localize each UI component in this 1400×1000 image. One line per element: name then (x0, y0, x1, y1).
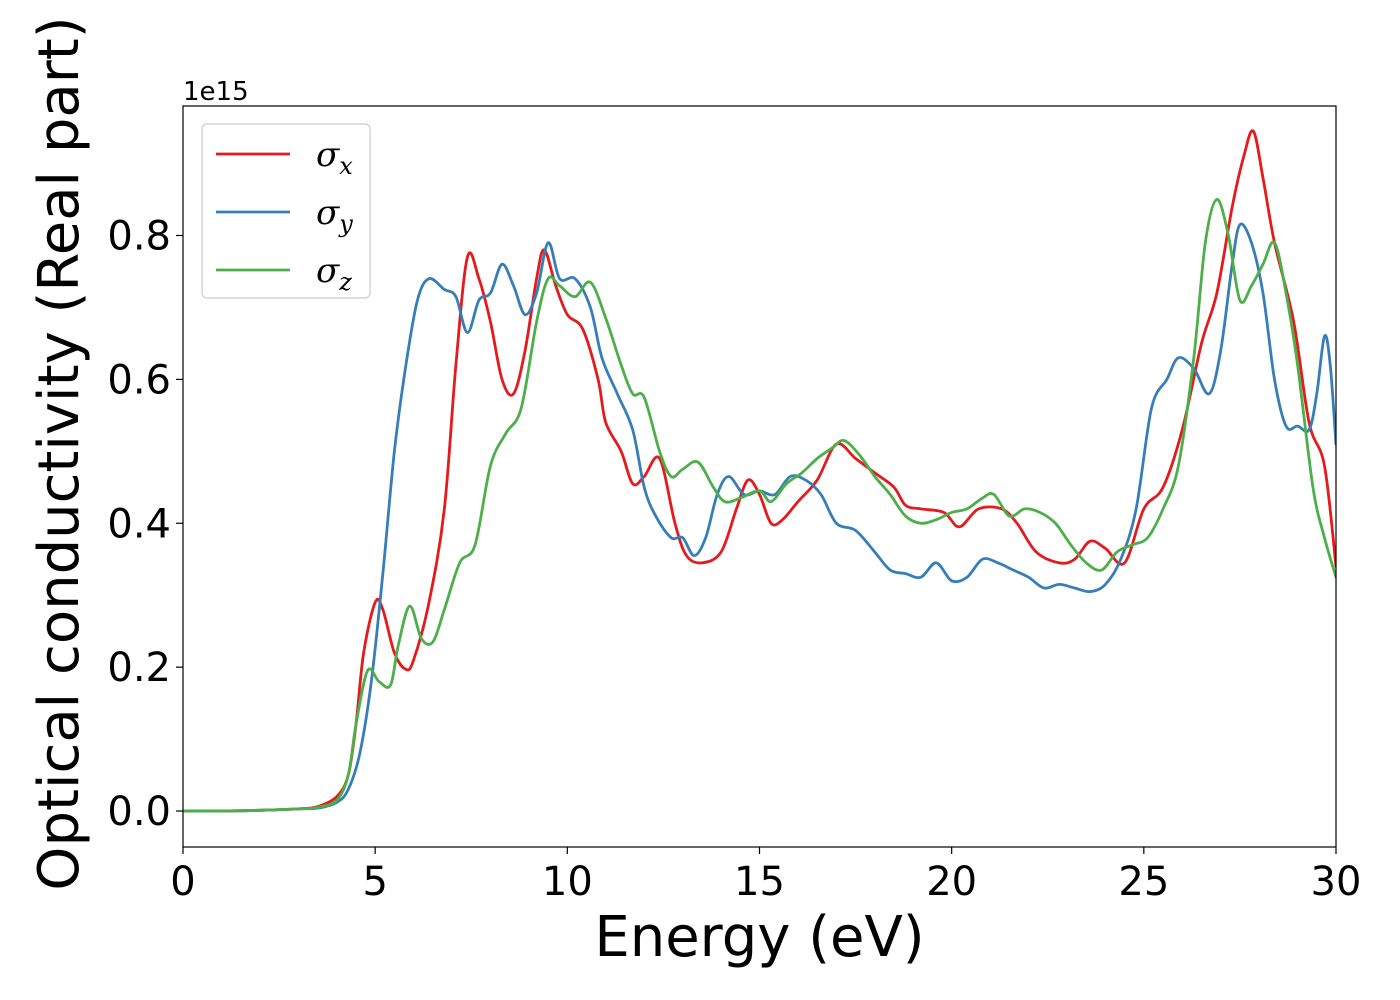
series-layer (183, 129, 1336, 813)
x-tick-label: 10 (542, 859, 593, 905)
series-line-z (183, 198, 1336, 813)
series-line-y (183, 222, 1336, 813)
y-axis-offset-text: 1e15 (183, 77, 249, 107)
x-tick-label: 25 (1118, 859, 1169, 905)
legend-label-z: σz (316, 251, 352, 296)
y-tick-label: 0.0 (107, 789, 171, 835)
x-tick-label: 5 (362, 859, 387, 905)
y-tick-label: 0.6 (107, 357, 171, 403)
x-tick-label: 15 (734, 859, 785, 905)
x-tick-label: 20 (926, 859, 977, 905)
x-tick-label: 30 (1311, 859, 1362, 905)
series-line-x (183, 129, 1336, 813)
y-tick-label: 0.4 (107, 501, 171, 547)
x-axis-ticks: 0 5 10 15 20 25 30 (170, 847, 1361, 905)
y-tick-label: 0.8 (107, 213, 171, 259)
legend-label-y: σy (316, 193, 353, 238)
y-axis-ticks: 0.0 0.2 0.4 0.6 0.8 (107, 213, 183, 835)
y-axis-label: Optical conductivity (Real part) (27, 16, 92, 890)
x-tick-label: 0 (170, 859, 195, 905)
legend-label-x: σx (316, 135, 353, 180)
y-tick-label: 0.2 (107, 645, 171, 691)
legend: σx σy σz (201, 123, 371, 299)
x-axis-label: Energy (eV) (594, 905, 924, 970)
